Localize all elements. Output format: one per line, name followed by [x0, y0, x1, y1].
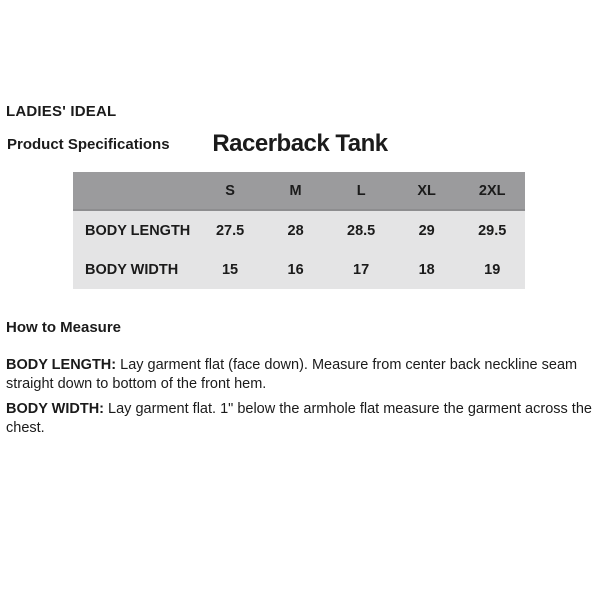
instruction-body-width: BODY WIDTH: Lay garment flat. 1" below t… [6, 400, 594, 437]
size-spec-table: S M L XL 2XL BODY LENGTH 27.5 28 28.5 29… [73, 172, 525, 289]
instruction-body-width-text: Lay garment flat. 1" below the armhole f… [6, 401, 592, 436]
size-header-2xl: 2XL [459, 172, 525, 211]
body-length-xl: 29 [393, 210, 460, 250]
body-width-2xl: 19 [459, 250, 525, 289]
body-width-xl: 18 [393, 250, 460, 289]
size-header-m: M [262, 172, 329, 211]
instruction-body-length: BODY LENGTH: Lay garment flat (face down… [6, 356, 594, 393]
body-length-l: 28.5 [328, 210, 394, 250]
how-to-measure-heading: How to Measure [6, 319, 122, 336]
size-header-spacer [73, 172, 198, 211]
body-width-s: 15 [197, 250, 263, 289]
body-length-2xl: 29.5 [459, 210, 525, 250]
body-length-s: 27.5 [197, 210, 263, 250]
instruction-body-length-term: BODY LENGTH: [6, 357, 117, 373]
table-row-body-length: BODY LENGTH 27.5 28 28.5 29 29.5 [73, 210, 525, 250]
table-row-body-width: BODY WIDTH 15 16 17 18 19 [73, 250, 525, 289]
body-width-m: 16 [262, 250, 329, 289]
measure-instructions: BODY LENGTH: Lay garment flat (face down… [6, 356, 594, 444]
size-header-row: S M L XL 2XL [73, 172, 525, 211]
instruction-body-width-term: BODY WIDTH: [6, 401, 105, 417]
row-label-body-width: BODY WIDTH [73, 250, 198, 289]
body-width-l: 17 [328, 250, 394, 289]
size-header-s: S [197, 172, 263, 211]
size-header-l: L [328, 172, 394, 211]
section-label: Product Specifications [7, 136, 170, 153]
body-length-m: 28 [262, 210, 329, 250]
size-header-xl: XL [393, 172, 460, 211]
row-label-body-length: BODY LENGTH [73, 210, 198, 250]
brand-label: LADIES' IDEAL [6, 103, 117, 120]
product-title: Racerback Tank [212, 130, 388, 157]
instruction-body-length-text: Lay garment flat (face down). Measure fr… [6, 357, 578, 392]
